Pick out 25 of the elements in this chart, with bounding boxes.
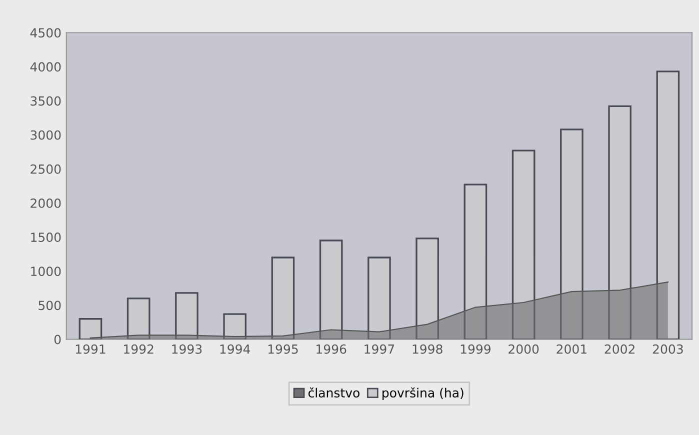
y-tick-label: 1500	[31, 232, 61, 242]
y-tick-label: 3500	[30, 96, 61, 106]
legend-label: površina (ha)	[382, 387, 464, 400]
y-tick-label: 4000	[30, 62, 61, 72]
x-tick-label: 1993	[172, 344, 202, 354]
y-tick-label: 2500	[30, 164, 61, 174]
y-tick-label: 1000	[31, 266, 61, 276]
y-tick-label: 2000	[30, 198, 61, 208]
x-tick-label: 1991	[76, 344, 106, 354]
x-tick-label: 1997	[364, 344, 394, 354]
x-tick-label: 1995	[268, 344, 298, 354]
x-tick-label: 1994	[220, 344, 250, 354]
x-tick-label: 1992	[124, 344, 154, 354]
x-tick-label: 1996	[316, 344, 346, 354]
y-tick-label: 3000	[30, 130, 61, 140]
x-tick-label: 2000	[508, 344, 539, 354]
x-tick-label: 2001	[556, 344, 586, 354]
x-tick-label: 1998	[412, 344, 442, 354]
y-tick-label: 0	[54, 334, 61, 344]
y-tick-label: 500	[38, 300, 61, 310]
legend-label: članstvo	[308, 387, 360, 398]
x-tick-label: 2003	[652, 344, 683, 354]
x-tick-label: 2002	[604, 344, 634, 354]
x-tick-label: 1999	[460, 344, 490, 354]
y-tick-label: 4500	[30, 28, 61, 38]
